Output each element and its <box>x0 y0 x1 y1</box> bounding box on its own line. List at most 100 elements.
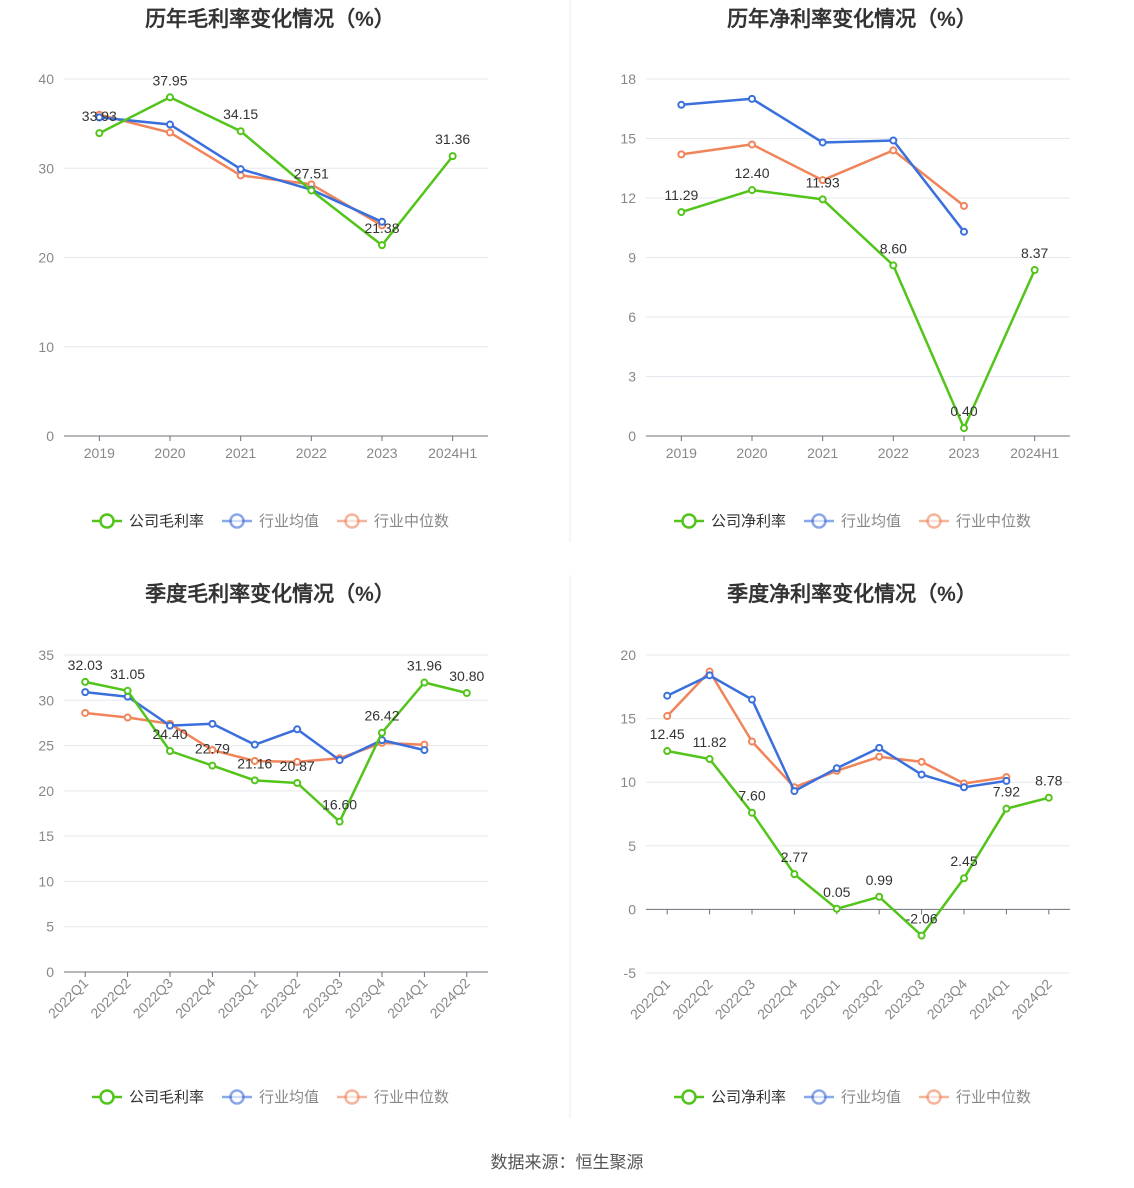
data-point-company <box>960 424 968 433</box>
data-point-median <box>166 128 174 137</box>
data-point-company <box>123 686 132 695</box>
data-point-median <box>818 176 827 185</box>
x-tick-label: 2023Q3 <box>881 976 928 1023</box>
x-tick-label: 2023Q4 <box>342 975 389 1022</box>
data-label: 16.60 <box>322 797 357 813</box>
y-tick-label: 15 <box>620 131 636 147</box>
chart-panel-4: 季度净利率变化情况（%） -5 0 5 10 15 20 2022Q12022Q22022Q3… <box>620 582 1070 1106</box>
legend[interactable]: 公司毛利率 行业均值 行业中位数 <box>92 1089 449 1106</box>
legend-item-company[interactable]: 公司净利率 <box>674 1089 786 1106</box>
data-point-median <box>663 712 672 721</box>
legend-swatch-marker <box>344 1089 360 1105</box>
data-point-company <box>208 761 217 770</box>
data-point-company <box>1044 793 1053 802</box>
x-tick-label: 2022Q1 <box>45 975 92 1022</box>
data-point-company <box>293 778 302 787</box>
data-point-company <box>917 931 926 940</box>
data-point-avg <box>236 165 245 174</box>
data-point-median <box>236 171 245 180</box>
data-point-company <box>832 904 841 913</box>
legend-swatch-marker <box>229 1089 245 1105</box>
legend-item-median[interactable]: 行业中位数 <box>337 513 449 530</box>
chart-title: 历年毛利率变化情况（%） <box>145 7 395 31</box>
legend-swatch-marker <box>229 513 245 529</box>
x-tick-label: 2023Q2 <box>257 975 304 1022</box>
data-label: 26.42 <box>364 708 399 724</box>
legend-label: 行业均值 <box>841 1089 901 1106</box>
x-tick-label: 2023 <box>948 445 979 461</box>
data-point-avg <box>705 671 714 680</box>
data-point-avg <box>335 756 344 765</box>
data-label: 2.77 <box>781 849 808 865</box>
x-tick-label: 2022Q2 <box>669 976 716 1023</box>
data-point-company <box>378 728 386 737</box>
data-label: 21.38 <box>364 220 399 236</box>
data-point-avg <box>917 770 926 779</box>
legend-item-avg[interactable]: 行业均值 <box>222 1089 319 1106</box>
y-tick-label: 0 <box>46 964 54 980</box>
legend-label: 行业均值 <box>259 513 319 530</box>
legend-item-avg[interactable]: 行业均值 <box>804 513 901 530</box>
chart-panel-2: 历年净利率变化情况（%） 0 3 6 9 12 15 18 2019 2020 2021 2022 20… <box>620 7 1070 530</box>
data-point-avg <box>166 721 174 730</box>
data-label: 0.99 <box>866 872 893 888</box>
x-tick-label: 2021 <box>225 445 256 461</box>
x-tick-label: 2023 <box>366 445 397 461</box>
data-label: 20.87 <box>280 758 315 774</box>
data-label: 24.40 <box>152 726 187 742</box>
data-point-company <box>790 870 799 879</box>
data-point-company <box>307 186 316 195</box>
y-tick-label: 0 <box>628 428 636 444</box>
legend-swatch-marker <box>926 513 942 529</box>
legend-label: 行业中位数 <box>956 1089 1031 1106</box>
legend-swatch-marker <box>681 513 697 529</box>
legend-item-company[interactable]: 公司毛利率 <box>92 1089 204 1106</box>
legend[interactable]: 公司净利率 行业均值 行业中位数 <box>674 1089 1031 1106</box>
data-point-avg <box>81 688 90 697</box>
legend[interactable]: 公司毛利率 行业均值 行业中位数 <box>92 513 449 530</box>
data-point-company <box>663 747 672 756</box>
legend-item-company[interactable]: 公司毛利率 <box>92 513 204 530</box>
y-tick-label: 25 <box>38 738 54 754</box>
y-tick-label: 20 <box>38 783 54 799</box>
data-label: 8.78 <box>1035 773 1062 789</box>
x-tick-label: 2024Q2 <box>426 975 473 1022</box>
y-tick-label: 10 <box>38 339 54 355</box>
data-point-median <box>875 752 884 761</box>
x-tick-label: 2023Q4 <box>924 976 971 1023</box>
y-tick-label: 20 <box>38 250 54 266</box>
legend-item-avg[interactable]: 行业均值 <box>222 513 319 530</box>
legend[interactable]: 公司净利率 行业均值 行业中位数 <box>674 513 1031 530</box>
legend-item-median[interactable]: 行业中位数 <box>337 1089 449 1106</box>
y-tick-label: 35 <box>38 647 54 663</box>
data-point-company <box>81 677 90 686</box>
x-tick-label: 2024H1 <box>1010 445 1059 461</box>
y-tick-label: 30 <box>38 160 54 176</box>
x-tick-label: 2019 <box>666 445 697 461</box>
data-label: 8.37 <box>1021 245 1048 261</box>
data-point-avg <box>748 695 756 704</box>
data-label: 0.05 <box>823 884 850 900</box>
y-tick-label: 15 <box>620 711 636 727</box>
data-label: 2.45 <box>950 853 977 869</box>
data-point-company <box>960 874 968 883</box>
legend-item-median[interactable]: 行业中位数 <box>919 1089 1031 1106</box>
data-point-company <box>1030 265 1039 274</box>
y-tick-label: 40 <box>38 71 54 87</box>
legend-swatch-marker <box>811 1089 827 1105</box>
legend-label: 公司净利率 <box>711 1089 786 1106</box>
legend-label: 公司毛利率 <box>129 1089 204 1106</box>
data-point-company <box>335 817 344 826</box>
data-label: 32.03 <box>68 657 103 673</box>
data-point-company <box>1002 804 1011 813</box>
data-label: 34.15 <box>223 106 258 122</box>
data-point-avg <box>818 138 827 147</box>
y-tick-label: 5 <box>46 919 54 935</box>
y-tick-label: 18 <box>620 71 636 87</box>
legend-item-avg[interactable]: 行业均值 <box>804 1089 901 1106</box>
data-label: 0.40 <box>950 403 977 419</box>
chart-title: 历年净利率变化情况（%） <box>727 7 977 31</box>
legend-item-median[interactable]: 行业中位数 <box>919 513 1031 530</box>
data-point-avg <box>960 783 968 792</box>
legend-item-company[interactable]: 公司净利率 <box>674 513 786 530</box>
